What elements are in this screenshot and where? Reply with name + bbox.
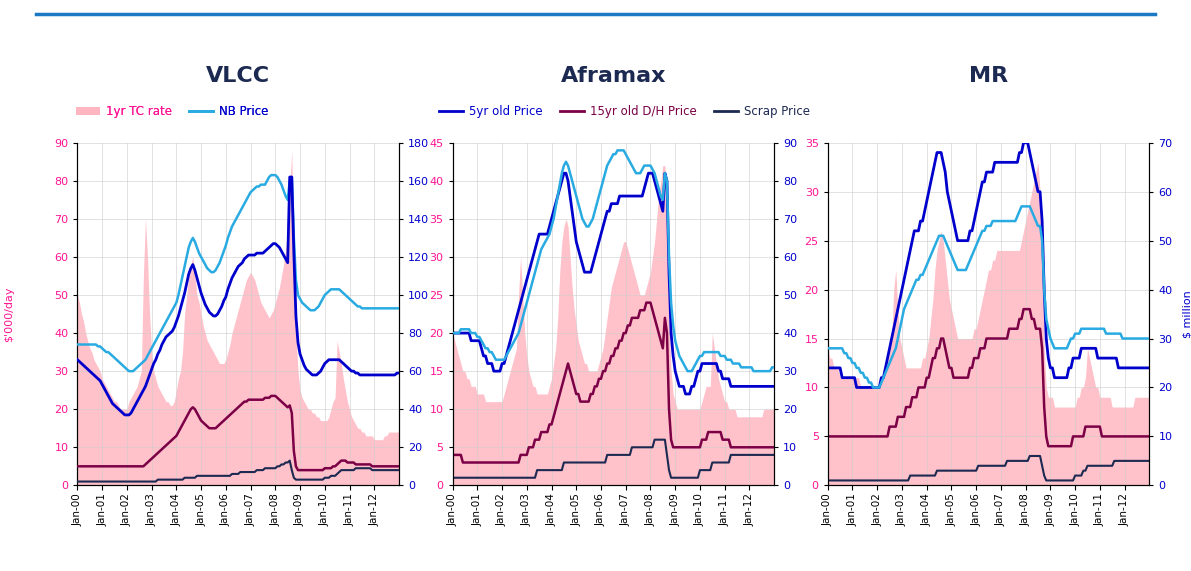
- Legend: 5yr old Price, 15yr old D/H Price, Scrap Price: 5yr old Price, 15yr old D/H Price, Scrap…: [435, 100, 815, 123]
- Text: MR: MR: [969, 66, 1008, 86]
- Text: Aframax: Aframax: [561, 66, 666, 86]
- Text: VLCC: VLCC: [206, 66, 270, 86]
- Text: $ million: $ million: [1183, 290, 1191, 338]
- Legend: 1yr TC rate, NB Price: 1yr TC rate, NB Price: [71, 100, 273, 123]
- Text: $'000/day: $'000/day: [5, 286, 14, 342]
